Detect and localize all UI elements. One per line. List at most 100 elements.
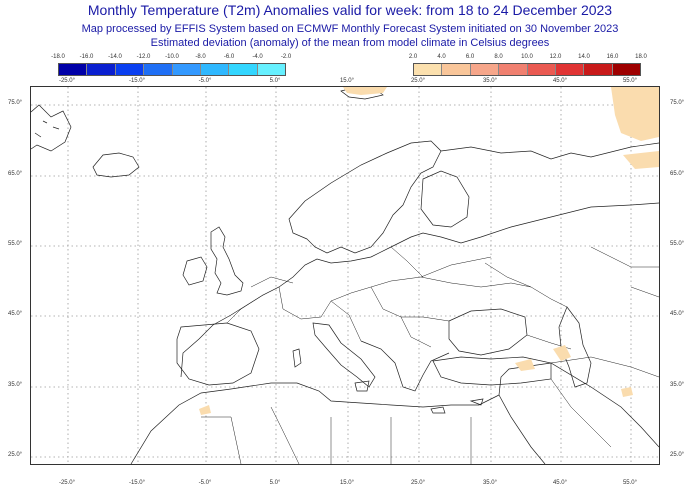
- latitude-label: 35.0°: [670, 382, 685, 388]
- latitude-label: 65.0°: [670, 171, 685, 177]
- iceland-coast: [92, 152, 140, 178]
- longitude-label: 55.0°: [622, 78, 638, 84]
- cold-legend-ticks: -18.0 -16.0 -14.0 -12.0 -10.0 -8.0 -6.0 -4.0 -2.…: [51, 54, 291, 62]
- cold-legend-colorbar: [58, 63, 286, 76]
- longitude-label: 5.0°: [269, 480, 281, 486]
- latitude-label: 55.0°: [8, 241, 23, 247]
- legend-color-swatch: [554, 64, 584, 75]
- anomaly-area-northern-russia: [611, 87, 659, 141]
- latitude-label: 25.0°: [670, 452, 685, 458]
- scandinavia-coast: [288, 140, 442, 254]
- latitude-label: 55.0°: [670, 241, 685, 247]
- anomaly-area-iran: [621, 387, 633, 397]
- legend-color-swatch: [526, 64, 555, 75]
- mediterranean-islands: [292, 348, 484, 414]
- longitude-label: -15.0°: [128, 480, 146, 486]
- greenland-islands: [34, 120, 60, 138]
- legend-color-swatch: [171, 64, 200, 75]
- balkans-coast: [360, 340, 450, 392]
- finland-coast: [420, 170, 470, 228]
- longitude-label: -5.0°: [198, 78, 212, 84]
- legend-color-swatch: [498, 64, 527, 75]
- legend-tick-label: 12.0: [549, 54, 562, 60]
- latitude-label: 75.0°: [8, 100, 23, 106]
- iberia-coast: [176, 322, 260, 386]
- latitude-label: 75.0°: [670, 100, 685, 106]
- longitude-label: -25.0°: [58, 78, 76, 84]
- latitude-label: 35.0°: [8, 382, 23, 388]
- longitude-label: 25.0°: [410, 78, 426, 84]
- cold-anomaly-legend: -18.0 -16.0 -14.0 -12.0 -10.0 -8.0 -6.0 -4.0 -2.…: [51, 54, 291, 76]
- red-sea-coast: [498, 394, 546, 464]
- warm-legend-colorbar: [413, 63, 641, 76]
- greenland-coast: [31, 104, 72, 152]
- map-subtitle-description: Estimated deviation (anomaly) of the mea…: [150, 37, 550, 49]
- warm-anomaly-legend: 2.0 4.0 6.0 8.0 10.0 12.0 14.0 16.0 18.0: [409, 54, 647, 76]
- longitude-label: 25.0°: [410, 480, 426, 486]
- latitude-label: 65.0°: [8, 171, 23, 177]
- legend-color-swatch: [228, 64, 257, 75]
- kola-arctic-coast: [440, 142, 659, 160]
- longitude-label: 15.0°: [339, 480, 355, 486]
- legend-color-swatch: [59, 64, 87, 75]
- legend-tick-label: 10.0: [521, 54, 533, 60]
- longitude-label: 35.0°: [482, 480, 498, 486]
- map-subtitle-processing: Map processed by EFFIS System based on E…: [81, 23, 619, 35]
- legend-tick-label: 16.0: [606, 54, 619, 60]
- legend-color-swatch: [143, 64, 172, 75]
- legend-color-swatch: [114, 64, 144, 75]
- longitude-label: 15.0°: [339, 78, 355, 84]
- longitude-label: 45.0°: [552, 78, 568, 84]
- legend-tick-label: -18.0: [51, 54, 65, 60]
- great-britain-coast: [210, 226, 244, 296]
- anomaly-area-ural: [623, 151, 659, 169]
- legend-color-swatch: [199, 64, 229, 75]
- anomaly-area-morocco: [199, 405, 211, 415]
- anomaly-area-caucasus: [553, 345, 571, 361]
- legend-tick-label: 2.0: [408, 54, 418, 60]
- italy-coast: [312, 322, 376, 388]
- legend-color-swatch: [256, 64, 285, 75]
- legend-tick-label: -14.0: [108, 54, 122, 60]
- legend-tick-label: -6.0: [223, 54, 235, 60]
- legend-color-swatch: [611, 64, 640, 75]
- levant-coast: [498, 362, 659, 448]
- north-africa-coast: [130, 382, 500, 464]
- lat-lon-gridlines: [31, 87, 659, 464]
- black-sea-coast: [448, 308, 528, 356]
- longitude-label: -25.0°: [58, 480, 76, 486]
- land-outline: [31, 87, 659, 464]
- legend-color-swatch: [469, 64, 499, 75]
- legend-tick-label: 18.0: [635, 54, 647, 60]
- legend-tick-label: -2.0: [280, 54, 292, 60]
- longitude-label: -5.0°: [198, 480, 212, 486]
- caspian-sea-coast: [558, 306, 592, 388]
- legend-color-swatch: [583, 64, 612, 75]
- ireland-coast: [182, 256, 208, 286]
- longitude-label: 55.0°: [622, 480, 638, 486]
- europe-anomaly-map: [30, 86, 660, 465]
- warm-anomaly-areas: [199, 87, 659, 415]
- map-canvas: [31, 87, 659, 464]
- legend-color-swatch: [86, 64, 115, 75]
- legend-tick-label: 14.0: [578, 54, 590, 60]
- legend-tick-label: -12.0: [136, 54, 151, 60]
- latitude-label: 45.0°: [8, 311, 23, 317]
- anomaly-area-svalbard: [343, 87, 387, 95]
- longitude-label: 45.0°: [552, 480, 568, 486]
- legend-tick-label: 8.0: [494, 54, 503, 60]
- warm-legend-ticks: 2.0 4.0 6.0 8.0 10.0 12.0 14.0 16.0 18.0: [409, 54, 647, 62]
- legend-color-swatch: [441, 64, 470, 75]
- europe-mainland-coast: [180, 202, 659, 378]
- legend-tick-label: -16.0: [79, 54, 94, 60]
- longitude-label: -15.0°: [128, 78, 146, 84]
- legend-tick-label: 6.0: [465, 54, 475, 60]
- legend-tick-label: -10.0: [165, 54, 179, 60]
- national-borders: [201, 246, 659, 464]
- longitude-label: 5.0°: [269, 78, 281, 84]
- longitude-label: 35.0°: [482, 78, 498, 84]
- legend-tick-label: -8.0: [195, 54, 206, 60]
- legend-color-swatch: [414, 64, 442, 75]
- legend-tick-label: 4.0: [437, 54, 446, 60]
- latitude-label: 25.0°: [8, 452, 23, 458]
